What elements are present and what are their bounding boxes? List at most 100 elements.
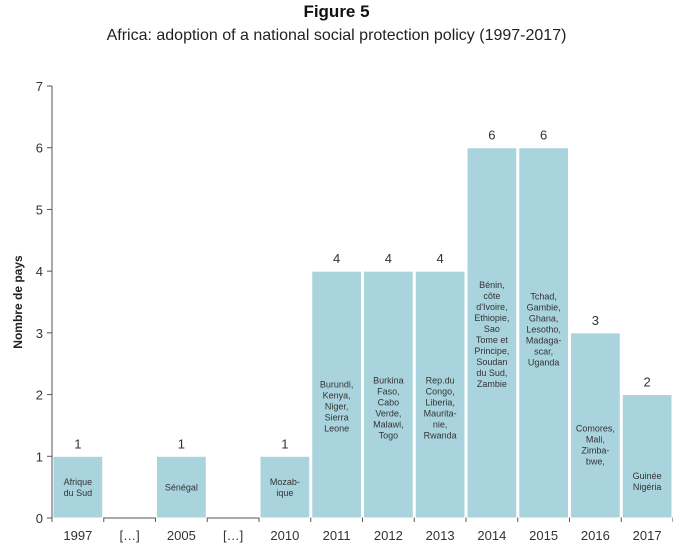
country-line: Niger, — [325, 401, 349, 411]
country-line: Kenya, — [323, 390, 351, 400]
bar — [311, 270, 362, 519]
figure-label: Figure 5 — [303, 2, 370, 21]
y-tick-label: 3 — [36, 326, 43, 341]
country-line: scar, — [534, 346, 553, 356]
bar — [570, 332, 621, 519]
country-line: Tome et — [476, 335, 509, 345]
value-label: 6 — [488, 128, 495, 143]
x-tick-label: 2015 — [529, 528, 558, 543]
country-line: Cabo — [378, 398, 400, 408]
country-line: Malawi, — [373, 420, 404, 430]
country-line: Uganda — [528, 357, 560, 367]
bar-country-label: Bénin, côte d'Ivoire, Ethiopie, Sao Tome et Pr… — [474, 280, 509, 389]
country-line: Sierra — [325, 412, 349, 422]
y-tick-label: 1 — [36, 449, 43, 464]
country-line: Burkina — [373, 376, 404, 386]
country-line: Rep.du — [426, 376, 455, 386]
x-tick-label: 2012 — [374, 528, 403, 543]
value-label: 1 — [281, 436, 288, 451]
country-line: Liberia, — [425, 398, 455, 408]
country-line: Principe, — [474, 346, 509, 356]
country-line: Leone — [324, 423, 349, 433]
y-tick-label: 7 — [36, 79, 43, 94]
country-line: Mali, — [586, 434, 605, 444]
bar-country-label: Comores, Mali, Zimba-bwe, — [576, 423, 615, 466]
country-line: ique — [276, 488, 293, 498]
x-tick-label: 2014 — [477, 528, 506, 543]
x-tick-label: […] — [120, 528, 140, 543]
country-line: Zambie — [477, 379, 507, 389]
country-line: Togo — [379, 431, 399, 441]
x-tick-label: 2005 — [167, 528, 196, 543]
bar — [621, 394, 673, 519]
y-tick-label: 6 — [36, 141, 43, 156]
country-line: Lesotho, — [526, 324, 561, 334]
bar-country-label: Guinée Nigéria — [633, 471, 662, 492]
country-line: Burundi, — [320, 379, 354, 389]
country-line: Soudan — [476, 357, 507, 367]
value-label: 6 — [540, 128, 547, 143]
country-line: Ethiopie, — [474, 313, 509, 323]
y-tick-label: 0 — [36, 511, 43, 526]
bar — [414, 270, 466, 519]
country-line: Afrique — [64, 477, 93, 487]
country-line: Ghana, — [529, 313, 559, 323]
bar — [518, 147, 569, 519]
country-line: Maurita- — [424, 409, 457, 419]
y-tick-label: 5 — [36, 202, 43, 217]
country-line: d'Ivoire, — [476, 302, 507, 312]
value-label: 1 — [74, 436, 81, 451]
x-tick-label: 2016 — [581, 528, 610, 543]
x-tick-label: 2017 — [633, 528, 662, 543]
country-line: Guinée — [633, 471, 662, 481]
chart-bars — [52, 147, 673, 519]
x-tick-label: 2010 — [270, 528, 299, 543]
chart-title: Africa: adoption of a national social pr… — [106, 27, 567, 44]
bar-country-label: Rep.du Congo, Liberia, Maurita-nie, Rwanda — [424, 376, 457, 441]
country-line: du Sud — [64, 488, 93, 498]
bar — [363, 270, 414, 519]
country-line: Nigéria — [633, 482, 662, 492]
x-tick-label: […] — [223, 528, 243, 543]
value-label: 1 — [178, 436, 185, 451]
value-label: 4 — [437, 251, 444, 266]
bar — [156, 455, 207, 519]
country-line: Tchad, — [530, 291, 557, 301]
y-axis-title: Nombre de pays — [11, 255, 25, 349]
country-line: Gambie, — [527, 302, 561, 312]
country-line: Sao — [484, 324, 500, 334]
y-tick-label: 4 — [36, 264, 43, 279]
country-line: côte — [483, 291, 500, 301]
country-line: Rwanda — [424, 431, 457, 441]
bar-country-label: Tchad, Gambie, Ghana, Lesotho, Madaga-scar, U… — [526, 291, 562, 367]
country-line: nie, — [433, 420, 448, 430]
bar-country-label: Sénégal — [165, 483, 198, 493]
chart-axes — [47, 85, 673, 522]
country-line: Sénégal — [165, 483, 198, 493]
country-line: bwe, — [586, 456, 605, 466]
country-line: Faso, — [377, 387, 400, 397]
y-tick-label: 2 — [36, 388, 43, 403]
value-label: 4 — [333, 251, 340, 266]
country-line: du Sud, — [476, 368, 507, 378]
country-line: Mozab- — [270, 477, 300, 487]
country-line: Comores, — [576, 423, 615, 433]
bar — [466, 147, 518, 519]
country-line: Madaga- — [526, 335, 562, 345]
bar-country-label: Afrique du Sud — [64, 477, 93, 498]
country-line: Verde, — [375, 409, 401, 419]
value-label: 3 — [592, 313, 599, 328]
x-tick-label: 1997 — [63, 528, 92, 543]
bar — [52, 455, 104, 519]
country-line: Zimba- — [581, 445, 609, 455]
x-tick-label: 2013 — [426, 528, 455, 543]
value-label: 4 — [385, 251, 392, 266]
bar — [259, 455, 311, 519]
country-line: Congo, — [426, 387, 455, 397]
bar-country-label: Burkina Faso, Cabo Verde, Malawi, Togo — [373, 376, 404, 441]
country-line: Bénin, — [479, 280, 505, 290]
bar-country-label: Mozab-ique — [270, 477, 300, 498]
bar-country-label: Burundi, Kenya, Niger, Sierra Leone — [320, 379, 354, 433]
